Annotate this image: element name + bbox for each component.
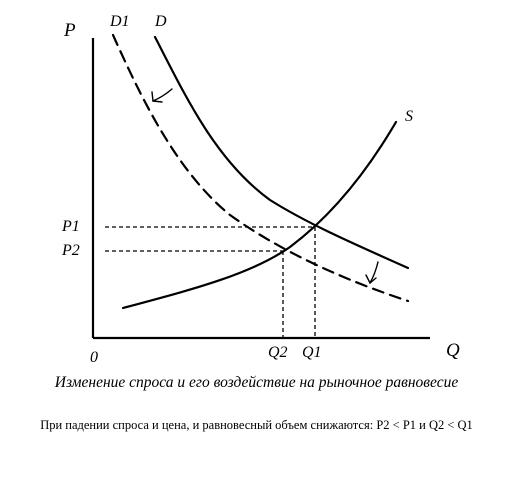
diagram-note: При падении спроса и цена, и равновесный…: [40, 418, 473, 432]
demand-curve-d1-label: D1: [109, 13, 130, 30]
q2-label: Q2: [268, 344, 288, 361]
demand-curve-d1: [111, 33, 410, 303]
p2-label: P2: [61, 242, 80, 259]
p1-label: P1: [61, 218, 80, 235]
y-axis-label: P: [63, 20, 76, 41]
shift-arrow-upper: [151, 88, 173, 103]
demand-curve-d: [153, 35, 410, 270]
x-axis-label: Q: [446, 340, 460, 361]
q1-label: Q1: [302, 344, 322, 361]
origin-label: 0: [90, 349, 98, 366]
supply-curve-s-label: S: [405, 108, 413, 125]
supply-curve-s: [121, 120, 398, 310]
shift-arrow-lower: [365, 261, 379, 284]
demand-curve-d-label: D: [154, 13, 167, 30]
diagram-caption: Изменение спроса и его воздействие на ры…: [54, 374, 459, 391]
